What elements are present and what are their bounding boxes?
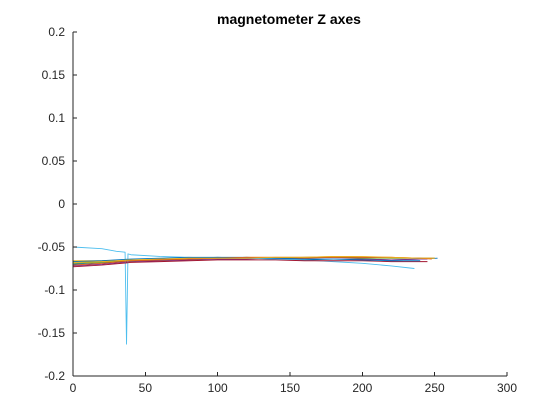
y-tick-label: -0.15: [38, 326, 66, 340]
y-tick-label: -0.05: [38, 240, 66, 254]
x-tick-label: 100: [208, 381, 228, 395]
series-line-10: [72, 256, 435, 263]
y-tick-label: -0.2: [44, 369, 65, 383]
y-tick-label: 0.05: [42, 154, 66, 168]
x-tick-label: 50: [139, 381, 153, 395]
x-tick-label: 0: [70, 381, 77, 395]
y-tick-label: 0: [58, 197, 65, 211]
chart-title: magnetometer Z axes: [217, 11, 361, 27]
y-tick-label: -0.1: [44, 283, 65, 297]
series-line-7: [72, 259, 428, 268]
y-tick-label: 0.2: [48, 25, 65, 39]
x-axis-ticks: 0 50 100 150 200 250 300: [70, 372, 517, 395]
x-tick-label: 200: [352, 381, 372, 395]
x-tick-label: 250: [425, 381, 445, 395]
y-axis-ticks: -0.2 -0.15 -0.1 -0.05 0 0.05 0.1 0.15 0.2: [38, 25, 77, 383]
y-tick-label: 0.15: [42, 68, 66, 82]
x-tick-label: 150: [280, 381, 300, 395]
x-tick-label: 300: [497, 381, 517, 395]
plot-area: 0 50 100 150 200 250 300 -0.2 -0.15 -0.1 -0.05 0 0.…: [38, 25, 518, 395]
y-tick-label: 0.1: [48, 111, 65, 125]
series-layer: [72, 246, 438, 345]
